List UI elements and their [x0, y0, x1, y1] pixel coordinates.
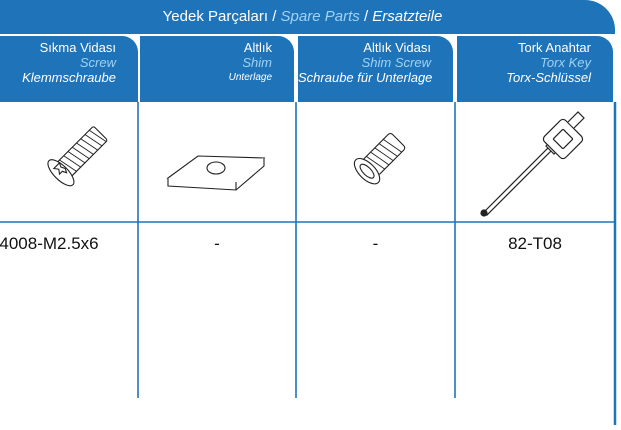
label-tr: Tork Anahtar: [518, 40, 591, 55]
column-header: Altlık Shim Unterlage: [140, 36, 294, 102]
label-de: Torx-Schlüssel: [506, 70, 591, 85]
label-de: Klemmschraube: [22, 70, 116, 85]
part-code: 82-T08: [508, 234, 562, 253]
screw-icon: [47, 126, 108, 187]
label-en: Screw: [79, 55, 116, 70]
column-header: Sıkma Vidası Screw Klemmschraube: [0, 36, 138, 102]
part-code: 4008-M2.5x6: [0, 234, 99, 253]
shim-icon: [166, 155, 266, 191]
part-code: -: [214, 234, 220, 253]
label-de: Schraube für Unterlage: [298, 70, 433, 85]
part-code: -: [372, 234, 379, 253]
label-en: Shim: [242, 55, 272, 70]
torx-key-icon: [480, 111, 585, 217]
label-tr: Sıkma Vidası: [39, 40, 116, 55]
column-header: Tork Anahtar Torx Key Torx-Schlüssel: [457, 36, 613, 102]
separator: /: [272, 8, 277, 25]
shim-screw-icon: [353, 132, 406, 185]
title-en: Spare Parts: [280, 8, 360, 25]
label-en: Torx Key: [540, 55, 591, 70]
separator: /: [363, 8, 369, 25]
label-tr: Altlık: [243, 40, 272, 55]
title-de: Ersatzteile: [372, 8, 443, 25]
label-de: Unterlage: [228, 72, 272, 83]
label-tr: Altlık Vidası: [363, 40, 431, 55]
column-header: Altlık Vidası Shim Screw Schraube für Unte…: [298, 36, 453, 102]
header-bar: Yedek Parçaları / Spare Parts / Ersatzte…: [0, 0, 615, 34]
title-tr: Yedek Parçaları: [162, 8, 269, 25]
label-en: Shim Screw: [361, 55, 431, 70]
